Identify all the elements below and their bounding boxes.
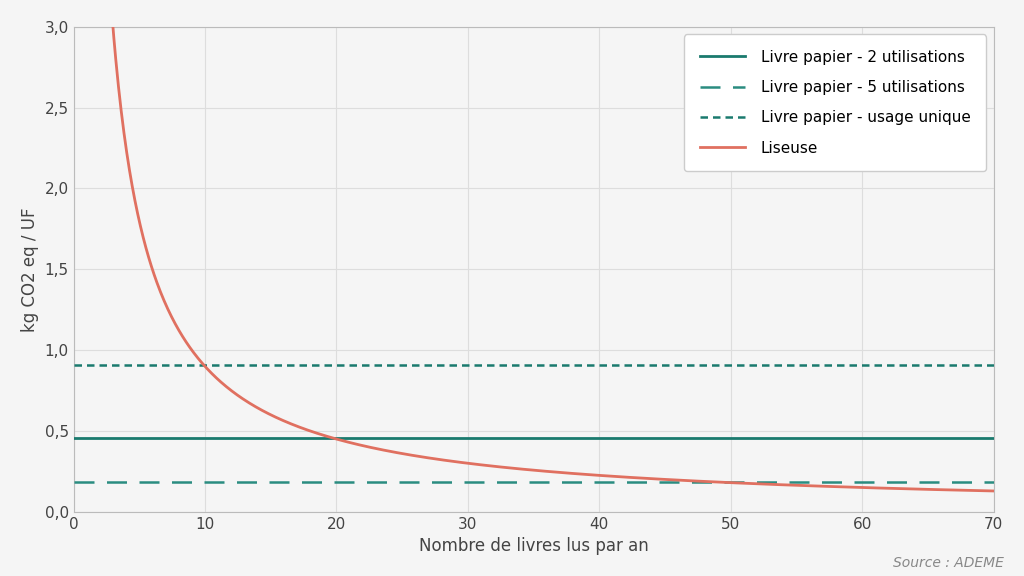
Legend: Livre papier - 2 utilisations, Livre papier - 5 utilisations, Livre papier - usa: Livre papier - 2 utilisations, Livre pap… [684,35,986,171]
X-axis label: Nombre de livres lus par an: Nombre de livres lus par an [419,537,648,555]
Y-axis label: kg CO2 eq / UF: kg CO2 eq / UF [20,207,39,332]
Text: Source : ADEME: Source : ADEME [893,556,1004,570]
